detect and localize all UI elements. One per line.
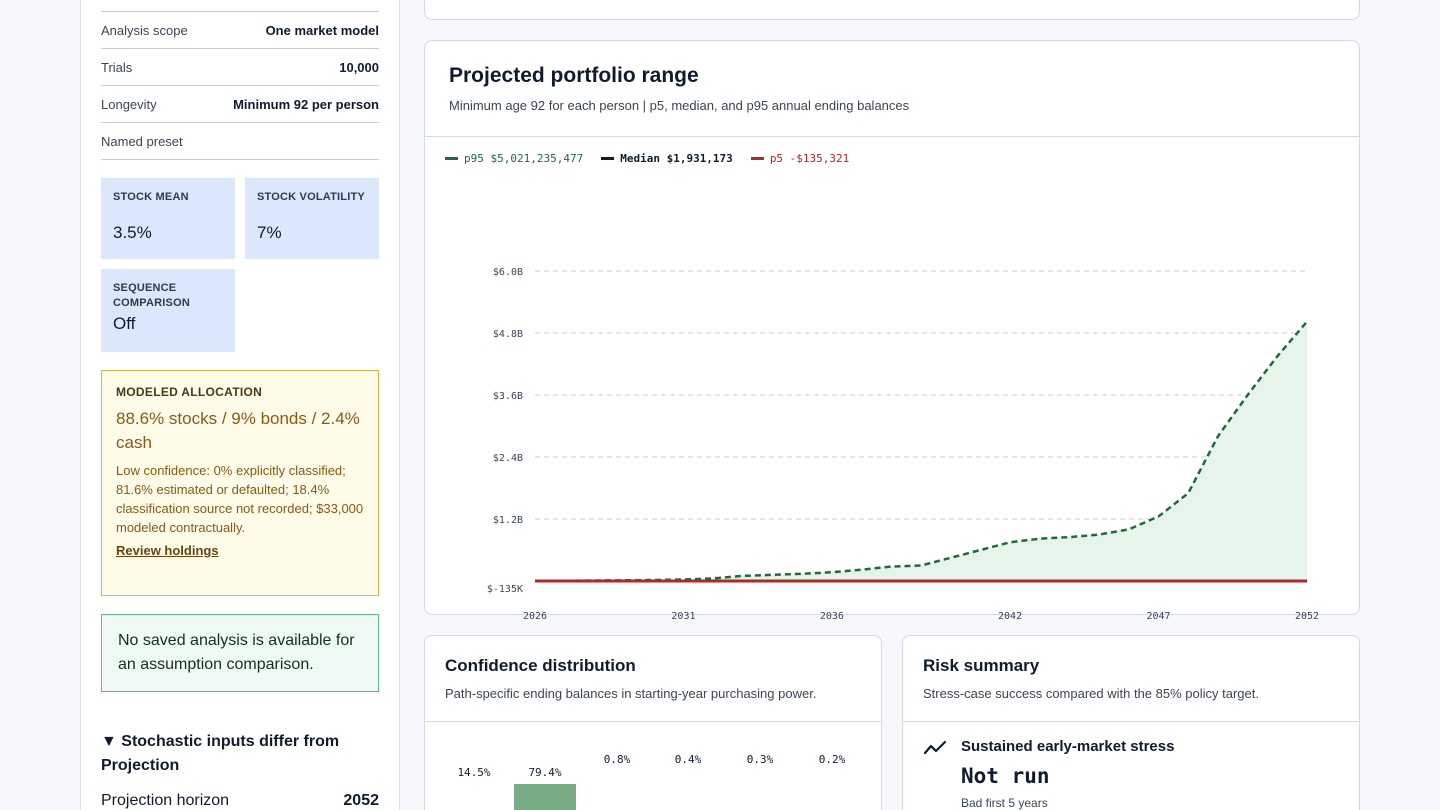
risk-card-header: Risk summary Stress-case success compare… [903,636,1359,722]
x-tick-label: 2047 [1146,611,1170,622]
confidence-distribution-card: Confidence distribution Path-specific en… [424,635,882,810]
y-tick-label: $1.2B [493,515,523,526]
risk-subtitle: Stress-case success compared with the 85… [923,686,1259,701]
x-tick-label: 2031 [671,611,695,622]
y-tick-label: $4.8B [493,329,523,340]
distribution-bar-label: 0.4% [674,753,702,766]
tile-value: Off [113,314,136,333]
chart-subtitle: Minimum age 92 for each person | p5, med… [449,98,910,113]
tile-stock-mean: STOCK MEAN 3.5% [101,178,235,259]
tile-value: 3.5% [113,223,152,242]
legend-swatch [601,157,615,160]
chart-title: Projected portfolio range [449,64,699,87]
tile-label: STOCK MEAN [113,191,189,203]
row-longevity: Longevity Minimum 92 per person [101,86,379,123]
distribution-bar-label: 0.8% [603,753,631,766]
stochastic-inputs-toggle[interactable]: ▼ Stochastic inputs differ from Projecti… [101,733,340,774]
legend-label: p95 $5,021,235,477 [464,152,584,165]
review-holdings-link[interactable]: Review holdings [116,543,219,558]
tile-stock-volatility: STOCK VOLATILITY 7% [245,178,379,259]
row-value: 10,000 [339,59,379,75]
row-value: 2052 [343,792,379,809]
confidence-subtitle: Path-specific ending balances in startin… [445,686,817,701]
legend-label: Median $1,931,173 [620,152,733,165]
saved-analysis-notice: No saved analysis is available for an as… [101,614,379,692]
sidebar-top-divider [101,0,379,12]
risk-item-note: Bad first 5 years [961,796,1048,810]
chart-legend: p95 $5,021,235,477 Median $1,931,173 p5 … [445,152,849,165]
risk-title: Risk summary [923,656,1040,675]
distribution-bar-label: 14.5% [457,766,491,779]
row-named-preset: Named preset [101,123,379,160]
row-value: Minimum 92 per person [233,96,379,112]
projection-chart: $-135K $1.2B $2.4B $3.6B $4.8B $6.0B 2026 2031 2… [487,267,1319,622]
assumptions-sidebar: Analysis scope One market model Trials 1… [80,0,400,810]
y-tick-label: $-135K [487,584,523,595]
legend-item-median: Median $1,931,173 [601,152,733,165]
modeled-allocation-callout: MODELED ALLOCATION 88.6% stocks / 9% bon… [101,370,379,596]
projection-card: Projected portfolio range Minimum age 92… [424,40,1360,622]
risk-item-status: Not run [961,764,1050,788]
legend-label: p5 -$135,321 [769,152,850,165]
tile-label: SEQUENCE COMPARISON [113,282,190,309]
y-tick-label: $2.4B [493,453,523,464]
x-tick-label: 2052 [1295,611,1319,622]
allocation-label: MODELED ALLOCATION [116,385,263,399]
row-label: Projection horizon [101,792,230,809]
distribution-bar-label: 0.2% [818,753,846,766]
previous-card [424,0,1360,20]
row-label: Analysis scope [101,22,188,38]
legend-item-p95: p95 $5,021,235,477 [445,152,583,165]
allocation-summary: 88.6% stocks / 9% bonds / 2.4% cash [116,409,360,452]
confidence-title: Confidence distribution [445,656,636,675]
tile-sequence-comparison: SEQUENCE COMPARISON Off [101,269,235,352]
projection-card-header: Projected portfolio range Minimum age 92… [425,41,1359,137]
y-tick-label: $6.0B [493,267,523,278]
row-analysis-scope: Analysis scope One market model [101,12,379,49]
tile-value: 7% [257,223,282,242]
x-tick-label: 2042 [998,611,1022,622]
legend-item-p5: p5 -$135,321 [750,152,850,165]
legend-swatch [445,157,458,160]
row-label: Longevity [101,96,157,112]
x-tick-label: 2036 [820,611,844,622]
tile-label: STOCK VOLATILITY [257,191,365,203]
distribution-bar-label: 79.4% [528,766,562,779]
allocation-note: Low confidence: 0% explicitly classified… [116,463,364,535]
y-tick-label: $3.6B [493,391,523,402]
p95-area [535,321,1307,582]
row-label: Trials [101,59,133,75]
row-value: One market model [265,22,379,38]
legend-swatch [750,157,764,160]
trend-icon [923,740,947,755]
risk-summary-card: Risk summary Stress-case success compare… [902,635,1360,810]
distribution-bar [514,784,576,810]
distribution-bar-label: 0.3% [746,753,774,766]
p95-series-line [534,320,1308,583]
projection-horizon-row: Projection horizon 2052 [101,792,379,810]
risk-item-title: Sustained early-market stress [961,738,1175,755]
row-trials: Trials 10,000 [101,49,379,86]
confidence-card-header: Confidence distribution Path-specific en… [425,636,881,722]
row-label: Named preset [101,133,183,149]
x-tick-label: 2026 [523,611,547,622]
